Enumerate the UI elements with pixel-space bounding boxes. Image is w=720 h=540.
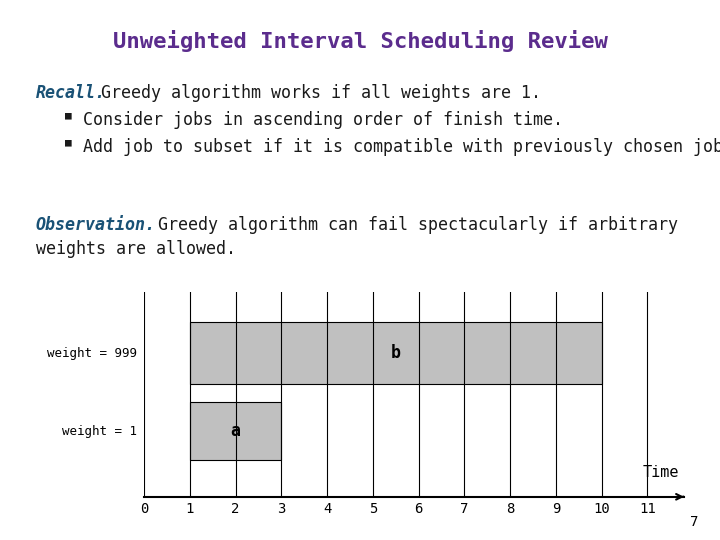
Bar: [190, 322, 602, 384]
Text: ■: ■: [65, 111, 71, 121]
Text: a: a: [230, 422, 240, 440]
Text: weight = 1: weight = 1: [62, 424, 137, 437]
Text: 7: 7: [690, 515, 698, 529]
Text: ■: ■: [65, 138, 71, 148]
Text: b: b: [391, 344, 401, 362]
Text: Observation.: Observation.: [36, 216, 156, 234]
Text: Consider jobs in ascending order of finish time.: Consider jobs in ascending order of fini…: [83, 111, 563, 129]
Bar: [190, 402, 282, 460]
Text: weight = 999: weight = 999: [47, 347, 137, 360]
Text: weights are allowed.: weights are allowed.: [36, 240, 236, 258]
Text: Greedy algorithm works if all weights are 1.: Greedy algorithm works if all weights ar…: [101, 84, 541, 102]
Text: Time: Time: [643, 465, 680, 481]
Text: Add job to subset if it is compatible with previously chosen jobs.: Add job to subset if it is compatible wi…: [83, 138, 720, 156]
Text: Greedy algorithm can fail spectacularly if arbitrary: Greedy algorithm can fail spectacularly …: [158, 216, 678, 234]
Text: Recall.: Recall.: [36, 84, 106, 102]
Text: Unweighted Interval Scheduling Review: Unweighted Interval Scheduling Review: [112, 30, 608, 52]
